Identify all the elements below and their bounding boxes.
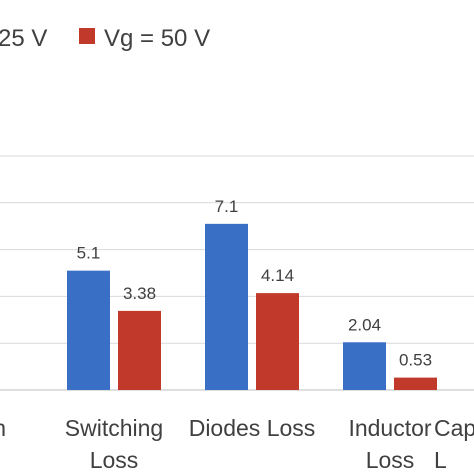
category-label-4-line-1: L: [434, 447, 447, 473]
data-label-series-1-cat-2: 7.1: [215, 197, 239, 216]
bar-series-2-cat-2: [256, 293, 299, 390]
bar-series-2-cat-1: [118, 310, 161, 390]
bar-series-1-cat-1: [67, 270, 110, 390]
data-label-series-1-cat-3: 2.04: [348, 315, 381, 334]
category-label-4-line-0: Cap: [434, 415, 474, 441]
data-label-series-1-cat-1: 5.1: [77, 244, 101, 263]
bar-series-2-cat-3: [394, 377, 437, 390]
category-label-2-line-0: Diodes Loss: [189, 415, 316, 441]
legend: 25 V Vg = 50 V: [0, 25, 210, 52]
category-label-3-line-0: Inductor: [348, 415, 431, 441]
legend-swatch-series-2: [79, 28, 95, 44]
data-label-series-2-cat-2: 4.14: [261, 266, 294, 285]
data-label-series-2-cat-3: 0.53: [399, 351, 432, 370]
bars: [67, 223, 437, 390]
category-labels: n Switching Loss Diodes Loss Inductor Loss Cap…: [0, 415, 474, 473]
legend-label-series-1: 25 V: [0, 25, 47, 52]
bar-series-1-cat-2: [205, 223, 248, 390]
data-labels: 5.13.387.14.142.040.530.21: [77, 197, 432, 370]
category-label-3-line-1: Loss: [366, 447, 415, 473]
data-label-series-2-cat-1: 3.38: [123, 284, 156, 303]
category-label-0-line-0: n: [0, 415, 6, 441]
bar-series-1-cat-3: [343, 342, 386, 390]
category-label-1-line-1: Loss: [90, 447, 139, 473]
legend-label-series-2: Vg = 50 V: [104, 25, 210, 52]
category-label-1-line-0: Switching: [65, 415, 163, 441]
